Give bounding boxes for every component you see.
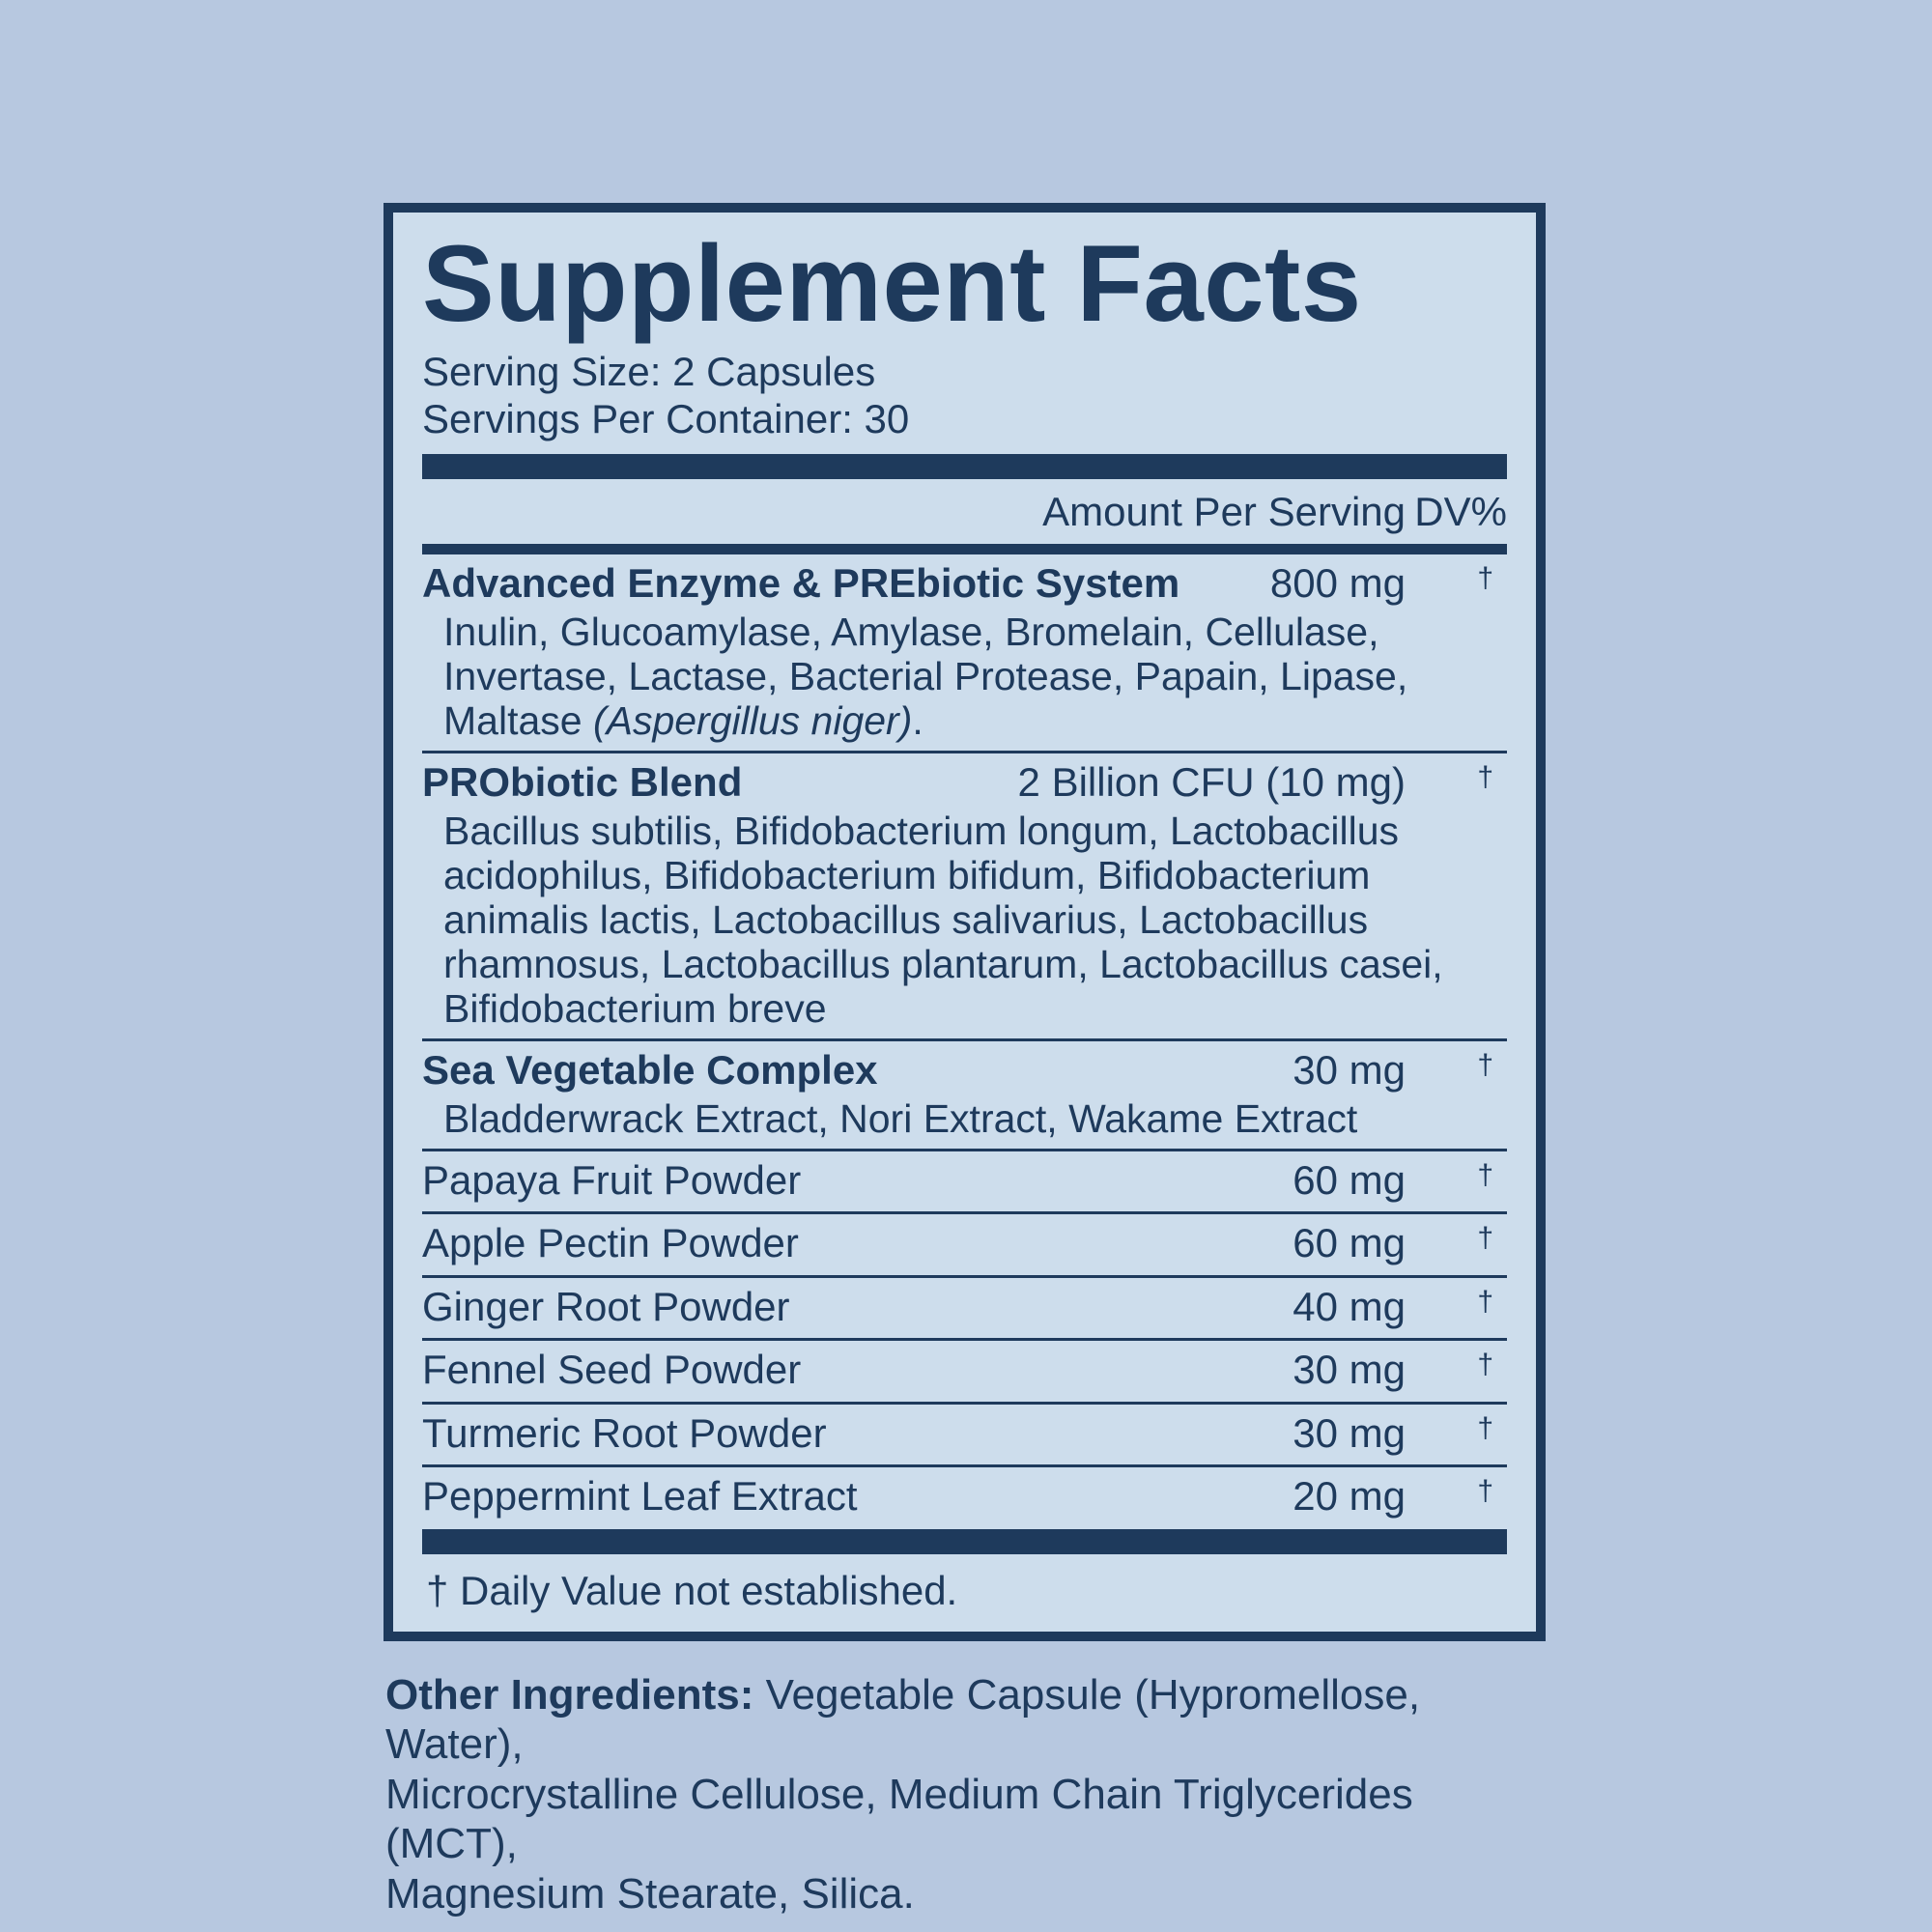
other-ingredients-label: Other Ingredients: — [385, 1670, 754, 1719]
ingredient-amount: 20 mg — [1293, 1472, 1406, 1519]
dv-percent-header: DV% — [1414, 489, 1507, 535]
other-ingredients-text: Vegetable Capsule (Hypromellose, Water),… — [385, 1670, 1421, 1918]
ingredient-amount: 40 mg — [1293, 1283, 1406, 1329]
ingredient-dv-dagger: † — [1477, 760, 1493, 793]
ingredient-row-probiotic-blend: PRObiotic Blend 2 Billion CFU (10 mg) † … — [422, 753, 1507, 1041]
other-ingredients-paragraph: Other Ingredients: Vegetable Capsule (Hy… — [385, 1670, 1520, 1918]
sublist-text: Bladderwrack Extract, Nori Extract, Waka… — [443, 1096, 1358, 1142]
ingredient-row-turmeric: Turmeric Root Powder 30 mg † — [422, 1405, 1507, 1467]
serving-size-text: Serving Size: 2 Capsules — [422, 349, 876, 394]
ingredient-amount: 60 mg — [1293, 1220, 1406, 1266]
ingredient-main-line: Turmeric Root Powder 30 mg † — [422, 1409, 1507, 1458]
ingredient-sublist: Inulin, Glucoamylase, Amylase, Bromelain… — [422, 610, 1507, 744]
ingredient-row-sea-vegetable: Sea Vegetable Complex 30 mg † Bladderwra… — [422, 1041, 1507, 1151]
divider-thick-bottom — [422, 1529, 1507, 1555]
ingredient-main-line: Fennel Seed Powder 30 mg † — [422, 1346, 1507, 1394]
ingredient-dv-dagger: † — [1477, 1158, 1493, 1191]
ingredient-main-line: Ginger Root Powder 40 mg † — [422, 1283, 1507, 1331]
ingredient-name: Sea Vegetable Complex — [422, 1046, 878, 1093]
ingredient-dv-dagger: † — [1477, 1474, 1493, 1507]
ingredient-name: Fennel Seed Powder — [422, 1347, 802, 1393]
amount-per-serving-header: Amount Per Serving — [1042, 489, 1406, 535]
ingredient-main-line: PRObiotic Blend 2 Billion CFU (10 mg) † — [422, 758, 1507, 807]
ingredient-name: Papaya Fruit Powder — [422, 1156, 802, 1203]
ingredient-amount: 30 mg — [1293, 1046, 1406, 1093]
ingredient-row-advanced-enzyme: Advanced Enzyme & PREbiotic System 800 m… — [422, 554, 1507, 753]
daily-value-footnote: † Daily Value not established. — [426, 1568, 958, 1614]
ingredient-name: Turmeric Root Powder — [422, 1409, 827, 1456]
ingredient-row-ginger: Ginger Root Powder 40 mg † — [422, 1278, 1507, 1342]
ingredient-main-line: Papaya Fruit Powder 60 mg † — [422, 1156, 1507, 1205]
ingredient-name: PRObiotic Blend — [422, 758, 743, 805]
ingredient-sublist: Bacillus subtilis, Bifidobacterium longu… — [422, 809, 1507, 1032]
ingredient-row-fennel: Fennel Seed Powder 30 mg † — [422, 1341, 1507, 1405]
sublist-suffix: . — [912, 697, 923, 743]
ingredient-amount: 800 mg — [1269, 559, 1406, 606]
ingredient-name: Advanced Enzyme & PREbiotic System — [422, 559, 1180, 606]
ingredient-name: Peppermint Leaf Extract — [422, 1472, 858, 1519]
ingredient-row-apple-pectin: Apple Pectin Powder 60 mg † — [422, 1214, 1507, 1278]
ingredient-amount: 30 mg — [1293, 1409, 1406, 1456]
ingredient-dv-dagger: † — [1477, 1411, 1493, 1444]
sublist-italic-species: (Aspergillus niger) — [592, 697, 913, 743]
sublist-text: Inulin, Glucoamylase, Amylase, Bromelain… — [443, 610, 1408, 743]
divider-medium — [422, 543, 1507, 554]
ingredient-sublist: Bladderwrack Extract, Nori Extract, Waka… — [422, 1096, 1507, 1142]
column-headers-row: Amount Per Serving DV% — [422, 479, 1507, 543]
ingredient-main-line: Sea Vegetable Complex 30 mg † — [422, 1046, 1507, 1094]
ingredient-main-line: Peppermint Leaf Extract 20 mg † — [422, 1472, 1507, 1520]
ingredient-amount: 30 mg — [1293, 1347, 1406, 1393]
divider-thick-top — [422, 454, 1507, 480]
ingredient-amount: 2 Billion CFU (10 mg) — [1017, 758, 1406, 805]
ingredient-dv-dagger: † — [1477, 1349, 1493, 1381]
ingredient-amount: 60 mg — [1293, 1156, 1406, 1203]
supplement-facts-panel: Supplement Facts Serving Size: 2 Capsule… — [384, 203, 1546, 1641]
ingredient-main-line: Apple Pectin Powder 60 mg † — [422, 1219, 1507, 1267]
supplement-label: Supplement Facts Serving Size: 2 Capsule… — [384, 203, 1546, 1918]
ingredient-main-line: Advanced Enzyme & PREbiotic System 800 m… — [422, 559, 1507, 608]
sublist-text: Bacillus subtilis, Bifidobacterium longu… — [443, 809, 1443, 1031]
ingredient-dv-dagger: † — [1477, 1285, 1493, 1318]
ingredient-row-papaya: Papaya Fruit Powder 60 mg † — [422, 1151, 1507, 1215]
ingredient-dv-dagger: † — [1477, 561, 1493, 594]
ingredient-row-peppermint: Peppermint Leaf Extract 20 mg † — [422, 1467, 1507, 1529]
servings-per-container-text: Servings Per Container: 30 — [422, 396, 910, 442]
panel-title: Supplement Facts — [422, 223, 1362, 344]
ingredient-dv-dagger: † — [1477, 1048, 1493, 1081]
ingredient-dv-dagger: † — [1477, 1222, 1493, 1255]
ingredient-name: Apple Pectin Powder — [422, 1220, 799, 1266]
ingredient-name: Ginger Root Powder — [422, 1283, 790, 1329]
